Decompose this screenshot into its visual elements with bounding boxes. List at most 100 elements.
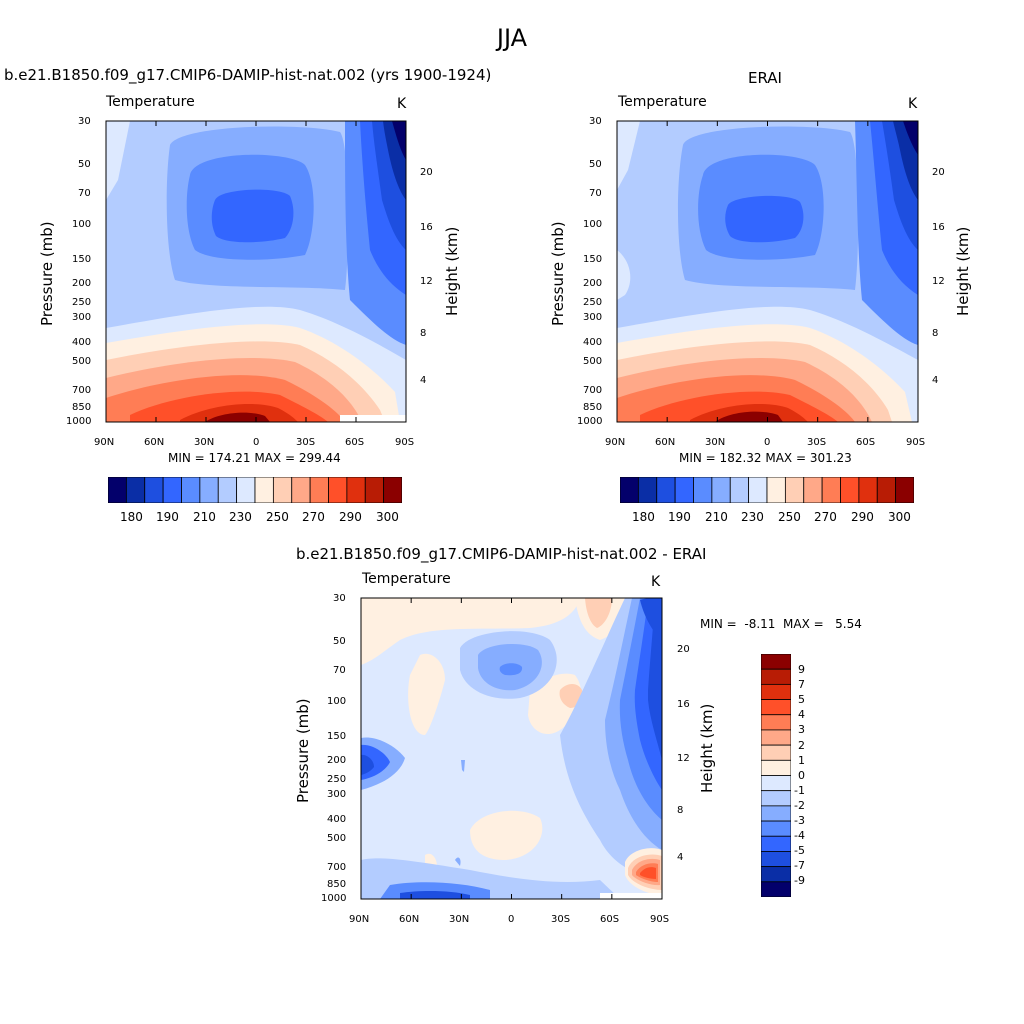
panel3-cb-label: 5 xyxy=(798,693,805,706)
panel3-ytick: 700 xyxy=(327,862,347,873)
colorbar-swatch xyxy=(761,729,791,746)
panel2-contours xyxy=(617,121,918,422)
panel1-ytick: 100 xyxy=(72,219,92,230)
panel2-colorbar xyxy=(620,477,914,503)
panel2-cb-label: 250 xyxy=(778,510,801,524)
panel1-ytick: 200 xyxy=(72,278,92,289)
panel3-cb-label: 7 xyxy=(798,678,805,691)
panel3-xtick: 60N xyxy=(399,914,420,925)
panel1-subtitle-left: Temperature xyxy=(106,94,195,110)
panel1-contours xyxy=(106,121,406,422)
panel1-ytick: 400 xyxy=(72,337,92,348)
colorbar-swatch xyxy=(761,835,791,852)
panel2-title: ERAI xyxy=(748,69,782,87)
axis-ticks xyxy=(105,121,407,422)
panel3-xtick: 90S xyxy=(650,914,670,925)
colorbar-swatch xyxy=(761,714,791,731)
panel2-xtick: 60S xyxy=(856,437,876,448)
panel2-xtick: 30S xyxy=(807,437,827,448)
panel1-cb-label: 180 xyxy=(120,510,143,524)
panel1-xtick: 30N xyxy=(194,437,215,448)
colorbar-swatch xyxy=(761,744,791,761)
panel3-ytick: 1000 xyxy=(321,893,347,904)
panel3-cb-label: 4 xyxy=(798,708,805,721)
colorbar-swatch xyxy=(761,866,791,883)
panel1-colorbar xyxy=(108,477,402,503)
panel2-cb-label: 300 xyxy=(888,510,911,524)
panel2-subtitle-left: Temperature xyxy=(618,94,707,110)
panel2-ytick: 400 xyxy=(583,337,603,348)
panel1-cb-label: 210 xyxy=(193,510,216,524)
panel3-cb-label: 3 xyxy=(798,723,805,736)
panel1-htick: 4 xyxy=(420,375,427,386)
panel3-xtick: 90N xyxy=(349,914,370,925)
panel2-ytick: 300 xyxy=(583,312,603,323)
panel3-xtick: 0 xyxy=(508,914,515,925)
panel3-ytick: 300 xyxy=(327,789,347,800)
panel3-cb-label: 0 xyxy=(798,769,805,782)
panel1-cb-label: 270 xyxy=(302,510,325,524)
colorbar-swatch xyxy=(761,699,791,716)
panel1-xtick: 90N xyxy=(94,437,115,448)
panel2-cb-label: 210 xyxy=(705,510,728,524)
colorbar-swatch xyxy=(761,668,791,685)
figure-title: JJA xyxy=(496,24,528,52)
panel2-ytick: 1000 xyxy=(577,416,603,427)
colorbar-swatch xyxy=(761,683,791,700)
panel1-ytick: 850 xyxy=(72,402,92,413)
colorbar-swatch xyxy=(761,790,791,807)
panel1-xtick: 60S xyxy=(345,437,365,448)
panel1-ytick: 70 xyxy=(78,188,91,199)
panel1-ytick: 300 xyxy=(72,312,92,323)
panel2-ytick: 200 xyxy=(583,278,603,289)
panel3-ytick: 850 xyxy=(327,879,347,890)
colorbar-swatch xyxy=(383,477,402,503)
panel2-xtick: 90N xyxy=(605,437,626,448)
panel3-ytick: 30 xyxy=(333,593,346,604)
panel3-contours xyxy=(361,598,662,899)
panel1-ytick: 1000 xyxy=(66,416,92,427)
panel3-ytick: 70 xyxy=(333,665,346,676)
panel3-ytick: 200 xyxy=(327,755,347,766)
panel3-cb-label: -2 xyxy=(794,799,805,812)
panel3-ytick: 500 xyxy=(327,833,347,844)
panel1-cb-label: 230 xyxy=(229,510,252,524)
panel2-stats: MIN = 182.32 MAX = 301.23 xyxy=(679,451,852,465)
panel3-htick: 16 xyxy=(677,699,690,710)
colorbar-swatch xyxy=(761,851,791,868)
colorbar-swatch xyxy=(761,775,791,792)
panel3-xtick: 60S xyxy=(600,914,620,925)
panel2-cb-label: 290 xyxy=(851,510,874,524)
panel2-ytick: 70 xyxy=(589,188,602,199)
panel2-cb-label: 190 xyxy=(668,510,691,524)
axis-ticks xyxy=(616,121,919,422)
panel1-xtick: 90S xyxy=(395,437,415,448)
panel3-htick: 4 xyxy=(677,852,684,863)
axis-ticks xyxy=(360,598,663,899)
panel2-unit: K xyxy=(908,96,918,112)
panel1-htick: 8 xyxy=(420,328,427,339)
panel3-htick: 20 xyxy=(677,644,690,655)
panel1-title: b.e21.B1850.f09_g17.CMIP6-DAMIP-hist-nat… xyxy=(4,66,492,84)
panel2-xtick: 60N xyxy=(655,437,676,448)
colorbar-swatch xyxy=(761,820,791,837)
panel3-cb-label: -9 xyxy=(794,874,805,887)
panel1-xtick: 30S xyxy=(296,437,316,448)
panel3-ylabel-right: Height (km) xyxy=(698,703,716,793)
panel1-ytick: 50 xyxy=(78,159,91,170)
panel3-ytick: 400 xyxy=(327,814,347,825)
panel2-xtick: 90S xyxy=(906,437,926,448)
panel2-htick: 16 xyxy=(932,222,945,233)
panel2-htick: 20 xyxy=(932,167,945,178)
colorbar-swatch xyxy=(895,477,914,503)
panel3-subtitle-left: Temperature xyxy=(362,571,451,587)
panel2-xtick: 30N xyxy=(705,437,726,448)
colorbar-swatch xyxy=(761,805,791,822)
panel2-ytick: 250 xyxy=(583,297,603,308)
panel1-xtick: 0 xyxy=(253,437,260,448)
panel3-ytick: 100 xyxy=(327,696,347,707)
panel3-ytick: 250 xyxy=(327,774,347,785)
panel2-ytick: 150 xyxy=(583,254,603,265)
